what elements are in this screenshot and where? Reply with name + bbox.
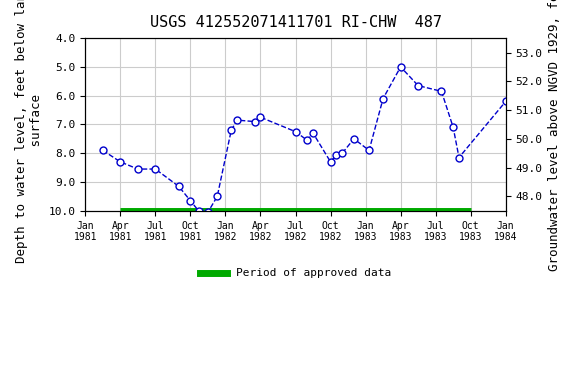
Title: USGS 412552071411701 RI-CHW  487: USGS 412552071411701 RI-CHW 487: [150, 15, 441, 30]
Legend: Period of approved data: Period of approved data: [195, 264, 396, 283]
Y-axis label: Groundwater level above NGVD 1929, feet: Groundwater level above NGVD 1929, feet: [548, 0, 561, 271]
Y-axis label: Depth to water level, feet below land
 surface: Depth to water level, feet below land su…: [15, 0, 43, 263]
